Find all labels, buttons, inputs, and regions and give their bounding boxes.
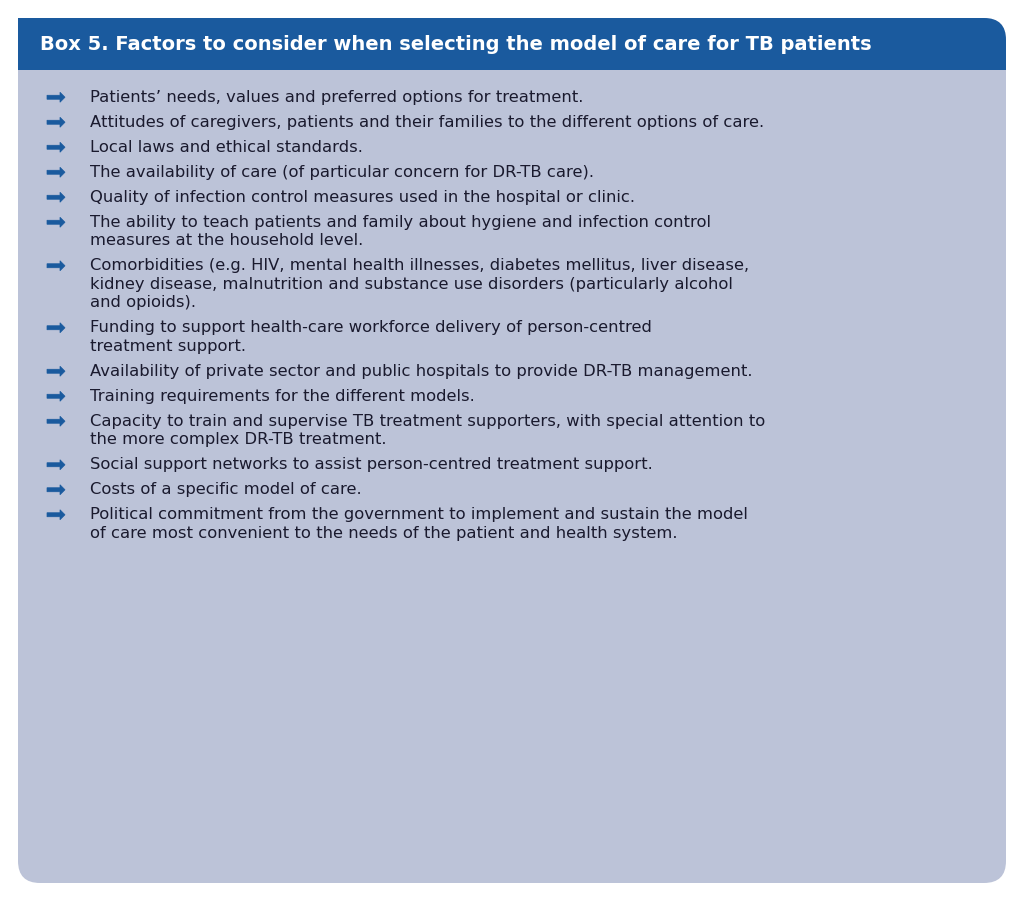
Text: measures at the household level.: measures at the household level. <box>90 233 364 249</box>
Text: Box 5. Factors to consider when selecting the model of care for TB patients: Box 5. Factors to consider when selectin… <box>40 34 871 53</box>
FancyBboxPatch shape <box>18 18 1006 70</box>
Text: Funding to support health-care workforce delivery of person-centred: Funding to support health-care workforce… <box>90 320 652 335</box>
Text: Patients’ needs, values and preferred options for treatment.: Patients’ needs, values and preferred op… <box>90 90 584 105</box>
Polygon shape <box>47 192 65 202</box>
Text: Costs of a specific model of care.: Costs of a specific model of care. <box>90 482 361 497</box>
Text: The availability of care (of particular concern for DR-TB care).: The availability of care (of particular … <box>90 165 594 180</box>
Text: treatment support.: treatment support. <box>90 339 246 354</box>
Polygon shape <box>47 510 65 520</box>
Polygon shape <box>47 366 65 377</box>
Polygon shape <box>47 92 65 102</box>
Text: Availability of private sector and public hospitals to provide DR-TB management.: Availability of private sector and publi… <box>90 364 753 378</box>
Polygon shape <box>47 416 65 426</box>
Text: Comorbidities (e.g. HIV, mental health illnesses, diabetes mellitus, liver disea: Comorbidities (e.g. HIV, mental health i… <box>90 259 750 273</box>
Bar <box>18 44 1006 70</box>
Text: Social support networks to assist person-centred treatment support.: Social support networks to assist person… <box>90 457 652 472</box>
Text: kidney disease, malnutrition and substance use disorders (particularly alcohol: kidney disease, malnutrition and substan… <box>90 277 733 292</box>
Text: Capacity to train and supervise TB treatment supporters, with special attention : Capacity to train and supervise TB treat… <box>90 414 765 429</box>
Text: Local laws and ethical standards.: Local laws and ethical standards. <box>90 140 362 155</box>
Text: the more complex DR-TB treatment.: the more complex DR-TB treatment. <box>90 432 386 447</box>
Polygon shape <box>47 323 65 332</box>
Polygon shape <box>47 142 65 152</box>
Text: Quality of infection control measures used in the hospital or clinic.: Quality of infection control measures us… <box>90 190 635 205</box>
Text: Attitudes of caregivers, patients and their families to the different options of: Attitudes of caregivers, patients and th… <box>90 114 764 130</box>
Text: and opioids).: and opioids). <box>90 296 196 310</box>
Polygon shape <box>47 391 65 401</box>
Polygon shape <box>47 117 65 127</box>
Text: Training requirements for the different models.: Training requirements for the different … <box>90 388 475 404</box>
Polygon shape <box>47 260 65 270</box>
FancyBboxPatch shape <box>18 18 1006 883</box>
Text: The ability to teach patients and family about hygiene and infection control: The ability to teach patients and family… <box>90 214 711 230</box>
Bar <box>18 18 512 70</box>
Polygon shape <box>47 168 65 177</box>
Polygon shape <box>47 485 65 495</box>
Polygon shape <box>47 217 65 227</box>
Text: Political commitment from the government to implement and sustain the model: Political commitment from the government… <box>90 507 748 523</box>
Polygon shape <box>47 460 65 469</box>
Text: of care most convenient to the needs of the patient and health system.: of care most convenient to the needs of … <box>90 526 678 541</box>
